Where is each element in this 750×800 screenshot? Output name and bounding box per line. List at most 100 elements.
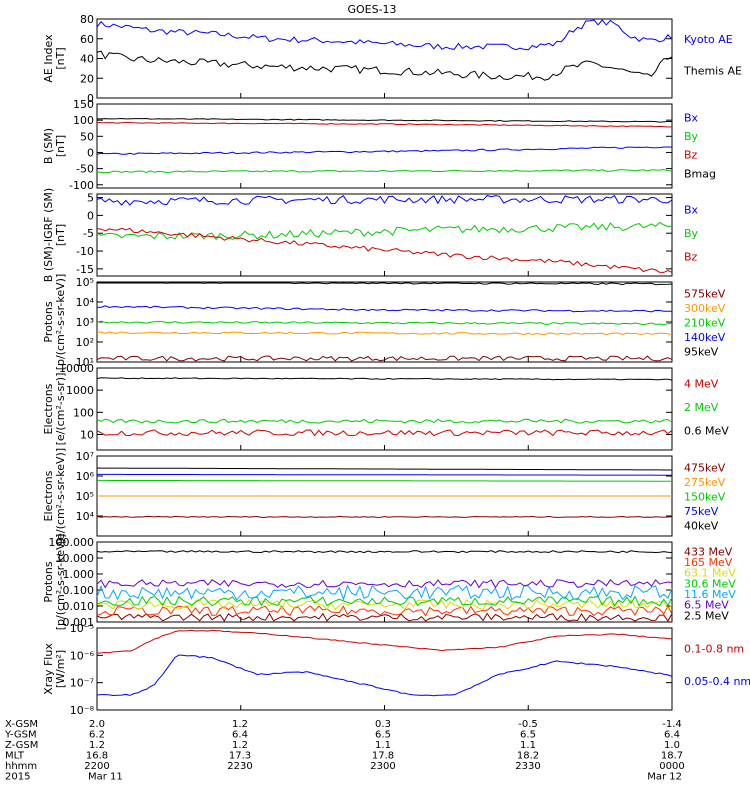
legend-entry: Kyoto AE bbox=[684, 33, 733, 46]
footer-value: 18.7 bbox=[661, 751, 683, 762]
footer-value: -1.4 bbox=[662, 719, 682, 730]
series-575kev bbox=[96, 355, 673, 362]
y-axis-label: B (SM) bbox=[42, 128, 55, 164]
series-bz bbox=[96, 227, 673, 273]
legend-entry: 2.5 MeV bbox=[684, 609, 729, 622]
y-tick-label: 10⁵ bbox=[76, 490, 94, 503]
legend-entry: 2 MeV bbox=[684, 401, 719, 414]
legend-entry: 210keV bbox=[684, 316, 726, 329]
footer-row-label: X-GSM bbox=[5, 719, 38, 730]
series-165-mev bbox=[96, 605, 673, 617]
series-475kev bbox=[96, 515, 673, 518]
series-bx bbox=[96, 194, 673, 206]
footer-value: Mar 12 bbox=[647, 772, 682, 783]
legend-entry: 275keV bbox=[684, 476, 726, 489]
footer-value: 0.3 bbox=[375, 719, 391, 730]
panel-frame bbox=[96, 103, 673, 189]
legend-entry: Bz bbox=[684, 251, 698, 264]
y-tick-label: 10.000 bbox=[56, 552, 95, 565]
ephemeris-footer: X-GSM 2.0 1.2 0.3 -0.5 -1.4 Y-GSM 6.2 6.4 6.5 6.5 6… bbox=[4, 719, 685, 783]
y-axis-label: Electrons bbox=[42, 470, 55, 521]
y-tick-label: -15 bbox=[76, 263, 94, 276]
y-axis-label: [p/(cm²-s-sr-keV)] bbox=[54, 274, 67, 371]
legend-entry: 165 MeV bbox=[684, 556, 733, 569]
legend-entry: Bx bbox=[684, 111, 699, 124]
footer-value: 2300 bbox=[370, 761, 395, 772]
legend-entry: By bbox=[684, 130, 699, 143]
y-axis-label: [e/(cm²-s-sr)] bbox=[54, 373, 67, 446]
y-tick-label: 0 bbox=[87, 92, 94, 105]
footer-value: 1.2 bbox=[89, 740, 105, 751]
footer-value: 2200 bbox=[84, 761, 109, 772]
footer-value: 2.0 bbox=[89, 719, 105, 730]
legend-entry: 475keV bbox=[684, 461, 726, 474]
legend-entry: 300keV bbox=[684, 302, 726, 315]
series-210kev bbox=[96, 320, 673, 326]
y-tick-label: 10⁷ bbox=[76, 450, 94, 463]
y-tick-label: 10⁴ bbox=[76, 296, 95, 309]
footer-value: 0000 bbox=[659, 761, 684, 772]
series-0-1-0-8-nm bbox=[96, 629, 673, 654]
panel-bsm: -100 -50 0 50 100 150 B (SM) [nT] Bx By Bz Bmag bbox=[42, 98, 716, 192]
y-tick-label: 100 bbox=[73, 406, 94, 419]
footer-value: 18.2 bbox=[517, 751, 539, 762]
y-tick-label: 10² bbox=[76, 336, 94, 349]
panel-protons_lo: 10¹ 10² 10³ 10⁴ 10⁵ Protons [p/(cm²-s-sr-keV)]… bbox=[42, 274, 726, 371]
series-300kev bbox=[97, 331, 673, 336]
footer-value: 1.1 bbox=[520, 740, 536, 751]
series-2-5-mev bbox=[96, 550, 673, 554]
y-tick-label: -50 bbox=[76, 163, 94, 176]
panel-protons_hi: 0.001 0.010 0.100 1.000 10.000 100.000 Protons… bbox=[42, 534, 736, 631]
y-axis-label: [W/m²] bbox=[54, 650, 67, 688]
panel-bigrf: -15 -10 -5 0 5 B (SM)-IGRF (SM) [nT] Bx By Bz bbox=[42, 188, 699, 282]
y-tick-label: 5 bbox=[87, 192, 94, 205]
y-tick-label: 10³ bbox=[76, 316, 94, 329]
series-0-6-mev bbox=[96, 377, 673, 381]
y-tick-label: 50 bbox=[80, 130, 94, 143]
footer-value: 2230 bbox=[227, 761, 252, 772]
y-tick-label: 100 bbox=[73, 114, 94, 127]
legend-entry: Bz bbox=[684, 149, 698, 162]
y-tick-label: 0.001 bbox=[63, 616, 95, 629]
legend-entry: 4 MeV bbox=[684, 378, 719, 391]
footer-row-label: Z-GSM bbox=[5, 740, 38, 751]
y-tick-label: 80 bbox=[80, 13, 94, 26]
y-axis-label: [nT] bbox=[54, 47, 67, 69]
panel-xray: 10⁻⁸ 10⁻⁷ 10⁻⁶ 10⁻⁵ Xray Flux [W/m²] 0.1-0.8 n… bbox=[42, 622, 750, 717]
footer-row-label: Y-GSM bbox=[4, 730, 37, 741]
y-tick-label: 10¹ bbox=[76, 356, 94, 369]
legend-entry: 63.1 MeV bbox=[684, 567, 736, 580]
series-150kev bbox=[97, 479, 672, 482]
footer-value: 1.0 bbox=[664, 740, 680, 751]
y-tick-label: 10⁻⁷ bbox=[70, 677, 94, 690]
series-themis-ae bbox=[96, 50, 673, 81]
y-axis-label: B (SM)-IGRF (SM) bbox=[42, 188, 55, 282]
legend-entry: 30.6 MeV bbox=[684, 577, 736, 590]
legend-entry: 95keV bbox=[684, 345, 719, 358]
y-tick-label: 10 bbox=[80, 429, 94, 442]
y-tick-label: 100.000 bbox=[49, 536, 95, 549]
series-11-6-mev bbox=[96, 584, 673, 602]
y-tick-label: 0.010 bbox=[63, 600, 95, 613]
legend-entry: 575keV bbox=[684, 287, 726, 300]
y-tick-label: 1.000 bbox=[63, 568, 95, 581]
y-tick-label: 20 bbox=[80, 72, 94, 85]
y-tick-label: 10⁶ bbox=[76, 470, 95, 483]
footer-row-label: 2015 bbox=[5, 772, 30, 783]
series-bmag bbox=[97, 117, 673, 123]
y-tick-label: 10⁻⁵ bbox=[70, 622, 94, 635]
footer-value: 1.2 bbox=[232, 719, 248, 730]
series-4-mev bbox=[96, 429, 673, 437]
series-kyoto-ae bbox=[96, 19, 673, 51]
panel-electrons_hi: 10 100 1000 10000 Electrons [e/(cm²-s-sr)] 4 M… bbox=[42, 362, 729, 451]
legend-entry: 11.6 MeV bbox=[684, 588, 736, 601]
y-tick-label: -10 bbox=[76, 245, 94, 258]
y-tick-label: 0 bbox=[87, 146, 94, 159]
y-tick-label: 150 bbox=[73, 98, 94, 111]
footer-value: Mar 11 bbox=[88, 772, 123, 783]
series-2-mev bbox=[96, 418, 673, 424]
legend-entry: Bmag bbox=[684, 167, 716, 180]
footer-value: -0.5 bbox=[518, 719, 538, 730]
y-tick-label: 10⁻⁸ bbox=[70, 704, 95, 717]
